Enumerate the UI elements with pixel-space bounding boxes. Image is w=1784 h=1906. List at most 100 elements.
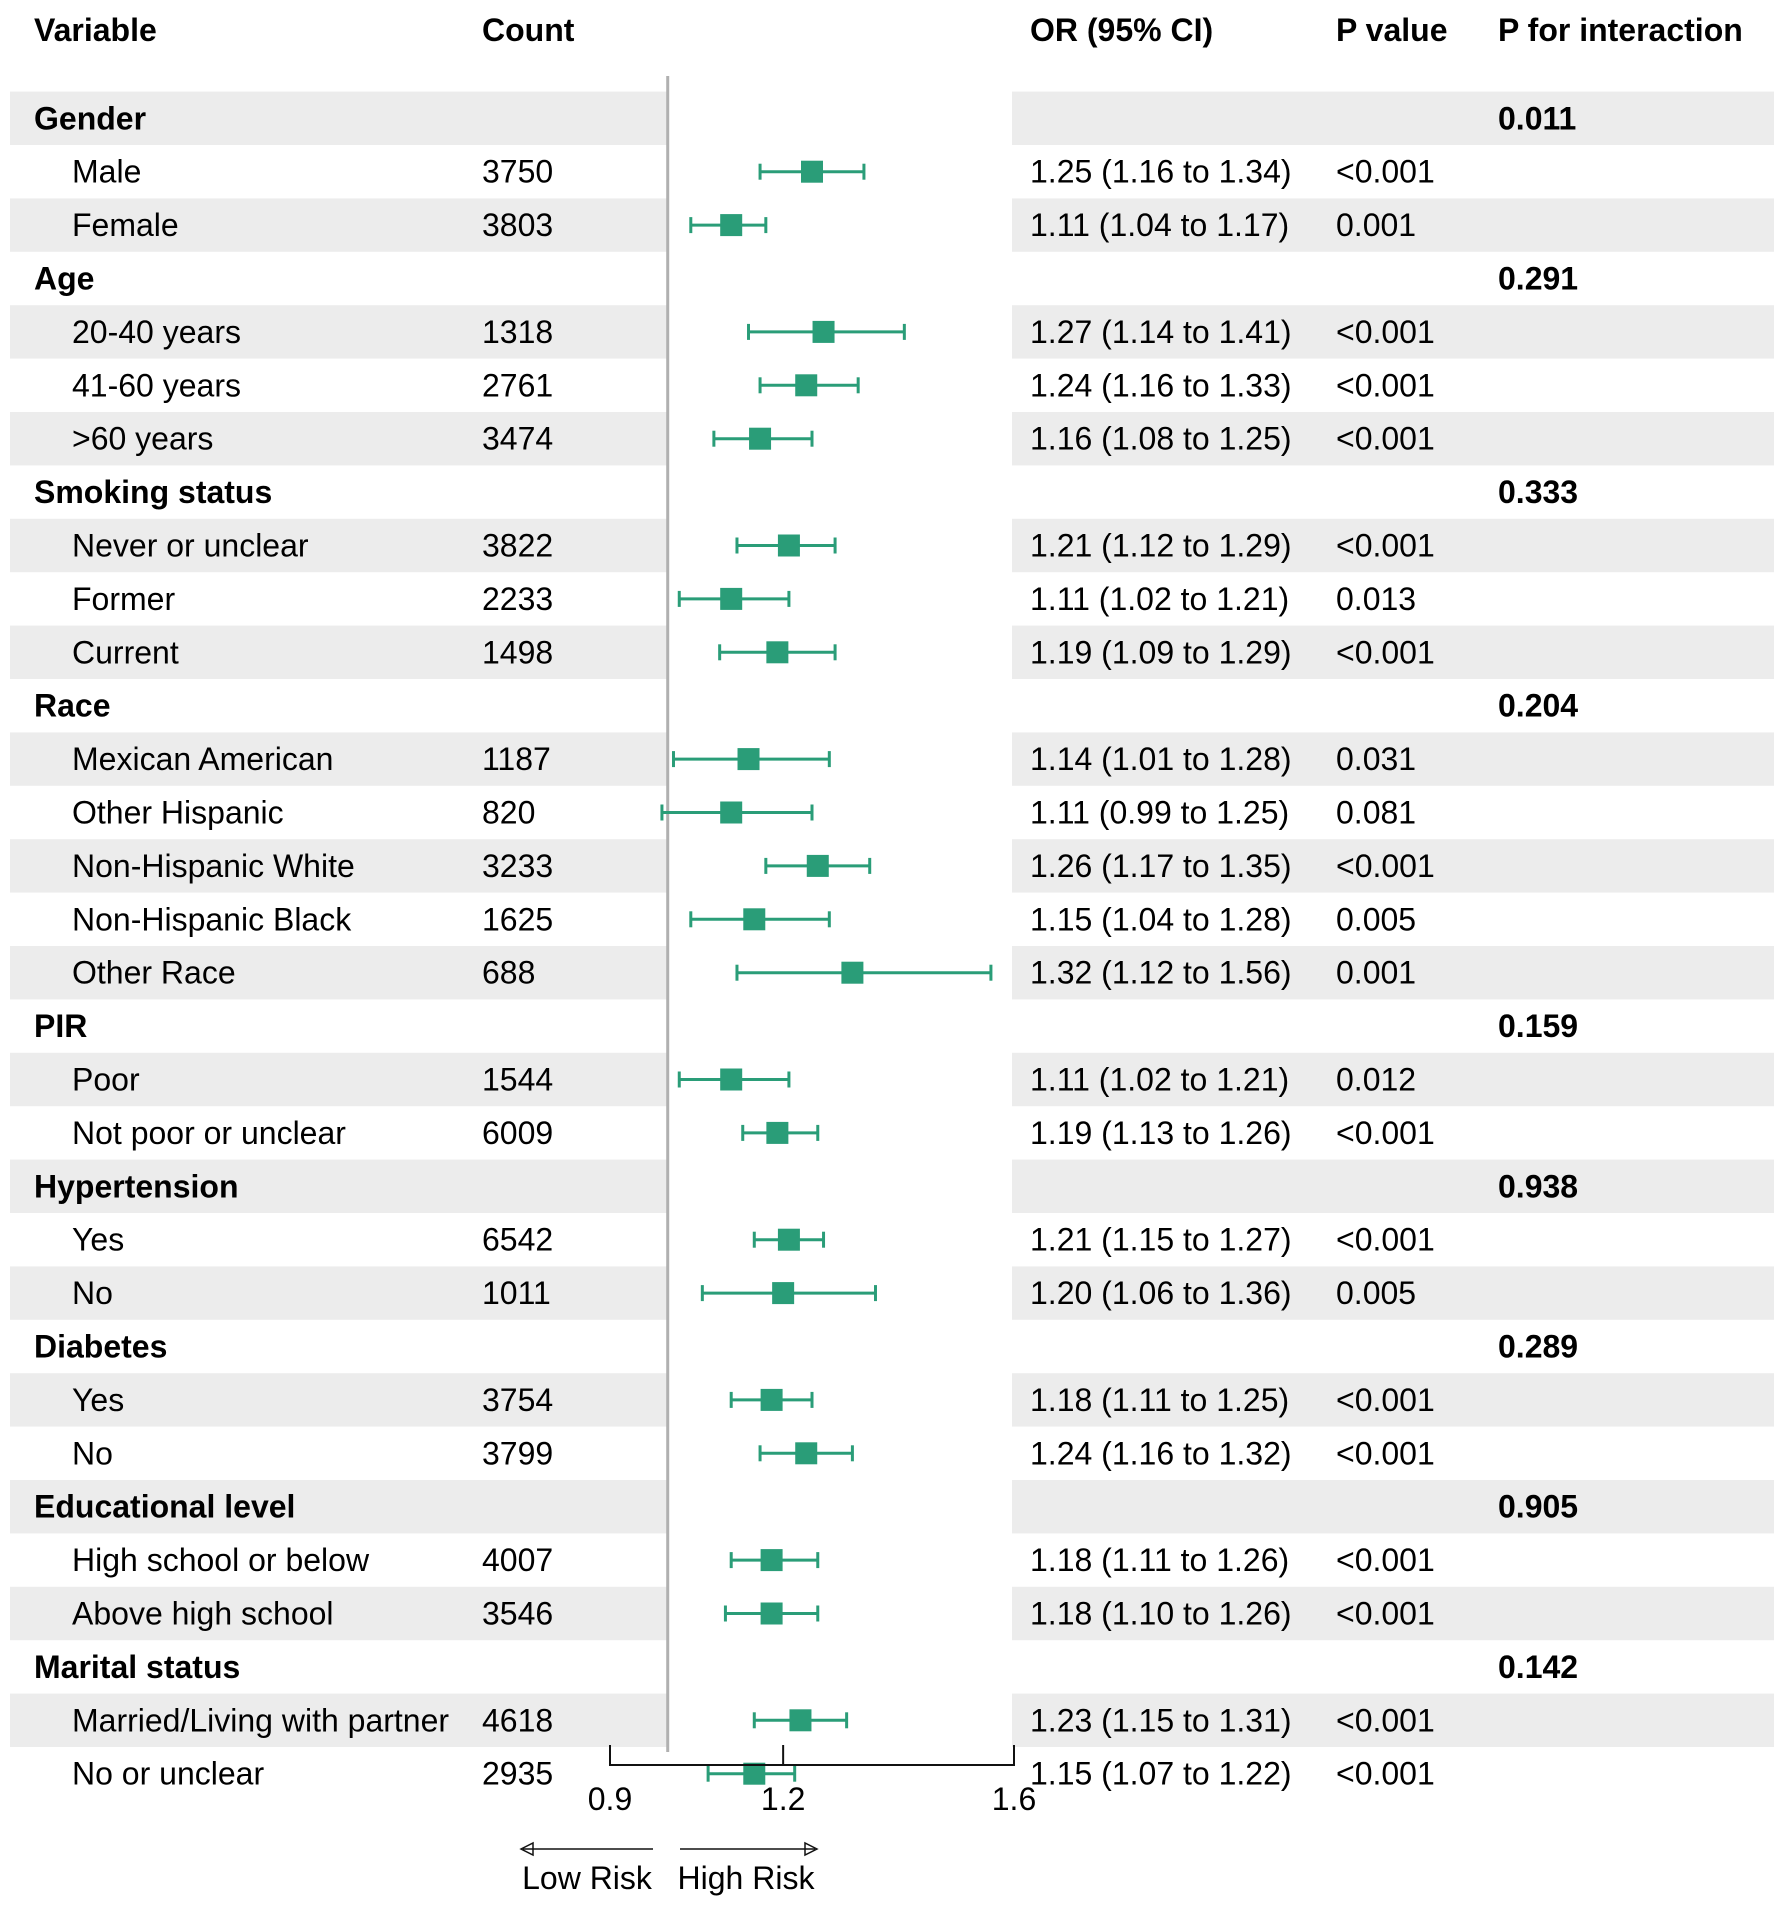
subgroup-label: Current [72,634,179,670]
count-value: 1011 [482,1275,551,1311]
or-ci-value: 1.11 (1.02 to 1.21) [1030,581,1289,617]
row-stripe-left [10,732,668,786]
p-interaction-value: 0.289 [1498,1329,1578,1365]
group-label: Gender [34,100,146,136]
subgroup-label: Married/Living with partner [72,1702,449,1738]
p-interaction-value: 0.011 [1498,100,1576,136]
or-ci-value: 1.32 (1.12 to 1.56) [1030,955,1292,991]
row-stripe-right [1012,1052,1774,1107]
p-interaction-value: 0.938 [1498,1168,1578,1204]
or-ci-value: 1.11 (0.99 to 1.25) [1030,795,1289,831]
count-value: 1318 [482,314,553,350]
row-stripe-left [10,1159,668,1213]
subgroup-label: Yes [72,1222,124,1258]
or-ci-value: 1.16 (1.08 to 1.25) [1030,421,1292,457]
point-estimate [789,1709,812,1732]
count-value: 6542 [482,1222,553,1258]
subgroup-label: No or unclear [72,1756,264,1792]
subgroup-label: Non-Hispanic Black [72,901,352,937]
or-ci-value: 1.19 (1.13 to 1.26) [1030,1115,1292,1151]
p-interaction-value: 0.142 [1498,1649,1578,1685]
p-value: 0.013 [1336,581,1416,617]
row-stripe-left [10,198,668,252]
p-value: <0.001 [1336,1756,1435,1792]
row-stripe-right [1012,1373,1774,1427]
point-estimate [766,1121,789,1144]
row-stripe-left [10,91,668,145]
p-value: 0.031 [1336,741,1416,777]
x-axis: 0.9 1.2 1.6 [588,1745,1036,1817]
subgroup-label: Non-Hispanic White [72,848,355,884]
subgroup-label: High school or below [72,1542,370,1578]
count-value: 3546 [482,1596,553,1632]
p-interaction-value: 0.291 [1498,261,1578,297]
point-estimate [777,1228,800,1251]
p-value: <0.001 [1336,1222,1435,1258]
point-estimate [777,534,800,557]
header-variable: Variable [34,12,157,48]
row-stripe-left [10,518,668,573]
p-value: <0.001 [1336,634,1435,670]
row-stripe-right [1012,946,1774,1000]
count-value: 4618 [482,1702,553,1738]
subgroup-label: Mexican American [72,741,333,777]
row-stripe-left [10,839,668,893]
subgroup-label: Poor [72,1062,140,1098]
x-tick-label: 1.6 [992,1781,1036,1817]
row-stripe-left [10,946,668,1000]
low-risk-label: Low Risk [522,1860,653,1896]
or-ci-value: 1.19 (1.09 to 1.29) [1030,634,1292,670]
p-value: <0.001 [1336,848,1435,884]
count-value: 1625 [482,901,553,937]
header-p-interaction: P for interaction [1498,12,1743,48]
point-estimate [766,641,789,664]
subgroup-label: Other Race [72,955,236,991]
or-ci-value: 1.21 (1.15 to 1.27) [1030,1222,1292,1258]
estimate-marks [660,160,993,1785]
subgroup-label: >60 years [72,421,213,457]
p-value: 0.001 [1336,955,1416,991]
count-value: 1187 [482,741,551,777]
header-count: Count [482,12,575,48]
row-stripe-right [1012,1586,1774,1641]
p-value: 0.012 [1336,1062,1416,1098]
point-estimate [760,1388,783,1411]
point-estimate [760,1549,783,1572]
row-stripe-right [1012,732,1774,786]
subgroup-label: Not poor or unclear [72,1115,346,1151]
p-value: <0.001 [1336,528,1435,564]
group-label: PIR [34,1008,87,1044]
subgroup-label: No [72,1435,113,1471]
group-label: Diabetes [34,1329,167,1365]
high-risk-label: High Risk [678,1860,816,1896]
point-estimate [743,1762,766,1785]
point-estimate [760,1602,783,1625]
point-estimate [812,320,835,343]
group-label: Smoking status [34,474,272,510]
or-ci-value: 1.23 (1.15 to 1.31) [1030,1702,1292,1738]
table-rows: Gender 0.011 Male 3750 1.25 (1.16 to 1.34) <0… [34,100,1578,1791]
or-ci-value: 1.15 (1.07 to 1.22) [1030,1756,1292,1792]
subgroup-label: 20-40 years [72,314,241,350]
count-value: 820 [482,795,535,831]
count-value: 2233 [482,581,553,617]
point-estimate [720,801,743,824]
or-ci-value: 1.18 (1.11 to 1.26) [1030,1542,1289,1578]
row-stripe-right [1012,1266,1774,1320]
row-stripe-left [10,412,668,466]
row-stripe-left [10,1480,668,1534]
or-ci-value: 1.20 (1.06 to 1.36) [1030,1275,1292,1311]
row-stripe-right [1012,91,1774,145]
p-interaction-value: 0.333 [1498,474,1578,510]
count-value: 3233 [482,848,553,884]
group-label: Educational level [34,1489,295,1525]
p-value: 0.005 [1336,1275,1416,1311]
point-estimate [737,748,760,771]
count-value: 1544 [482,1062,553,1098]
point-estimate [801,160,823,183]
subgroup-label: Other Hispanic [72,795,284,831]
or-ci-value: 1.26 (1.17 to 1.35) [1030,848,1292,884]
point-estimate [795,374,818,397]
row-stripes [10,91,1774,1747]
row-stripe-right [1012,1159,1774,1213]
